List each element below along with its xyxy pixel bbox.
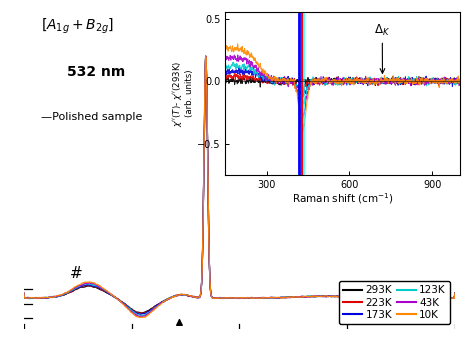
X-axis label: Raman shift (cm$^{-1}$): Raman shift (cm$^{-1}$) bbox=[292, 191, 393, 206]
Text: 532 nm: 532 nm bbox=[67, 65, 125, 79]
Text: #: # bbox=[70, 266, 83, 281]
Text: $[A_{1g} + B_{2g}]$: $[A_{1g} + B_{2g}]$ bbox=[41, 17, 114, 36]
Text: —Polished sample: —Polished sample bbox=[41, 112, 142, 122]
Text: $\Delta_K$: $\Delta_K$ bbox=[374, 22, 390, 74]
Legend: 293K, 223K, 173K, 123K, 43K, 10K: 293K, 223K, 173K, 123K, 43K, 10K bbox=[339, 281, 450, 324]
Y-axis label: $\chi''(T)$- $\chi''$(293K)
(arb. units): $\chi''(T)$- $\chi''$(293K) (arb. units) bbox=[171, 61, 194, 127]
